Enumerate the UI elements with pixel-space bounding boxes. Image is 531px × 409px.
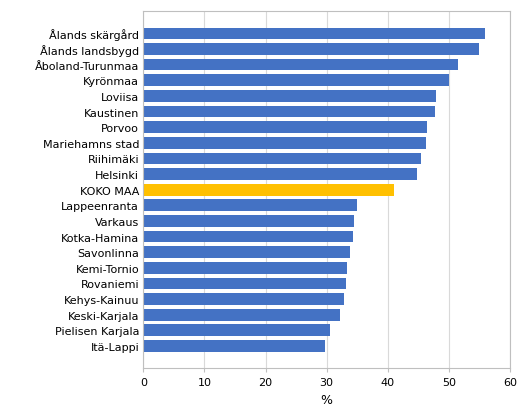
Bar <box>143 216 354 227</box>
Bar <box>143 325 330 336</box>
Bar <box>143 122 427 134</box>
Bar <box>143 231 353 243</box>
Bar <box>143 169 417 180</box>
Bar <box>143 153 421 165</box>
Bar <box>143 60 458 71</box>
Bar <box>143 137 426 149</box>
X-axis label: %: % <box>321 393 332 406</box>
Bar <box>143 309 340 321</box>
Bar <box>143 106 435 118</box>
Bar <box>143 44 479 56</box>
Bar <box>143 29 485 40</box>
Bar <box>143 75 449 87</box>
Bar <box>143 247 350 258</box>
Bar <box>143 278 346 290</box>
Bar <box>143 91 436 103</box>
Bar <box>143 184 393 196</box>
Bar <box>143 200 357 211</box>
Bar <box>143 340 326 352</box>
Bar <box>143 262 347 274</box>
Bar <box>143 294 344 305</box>
